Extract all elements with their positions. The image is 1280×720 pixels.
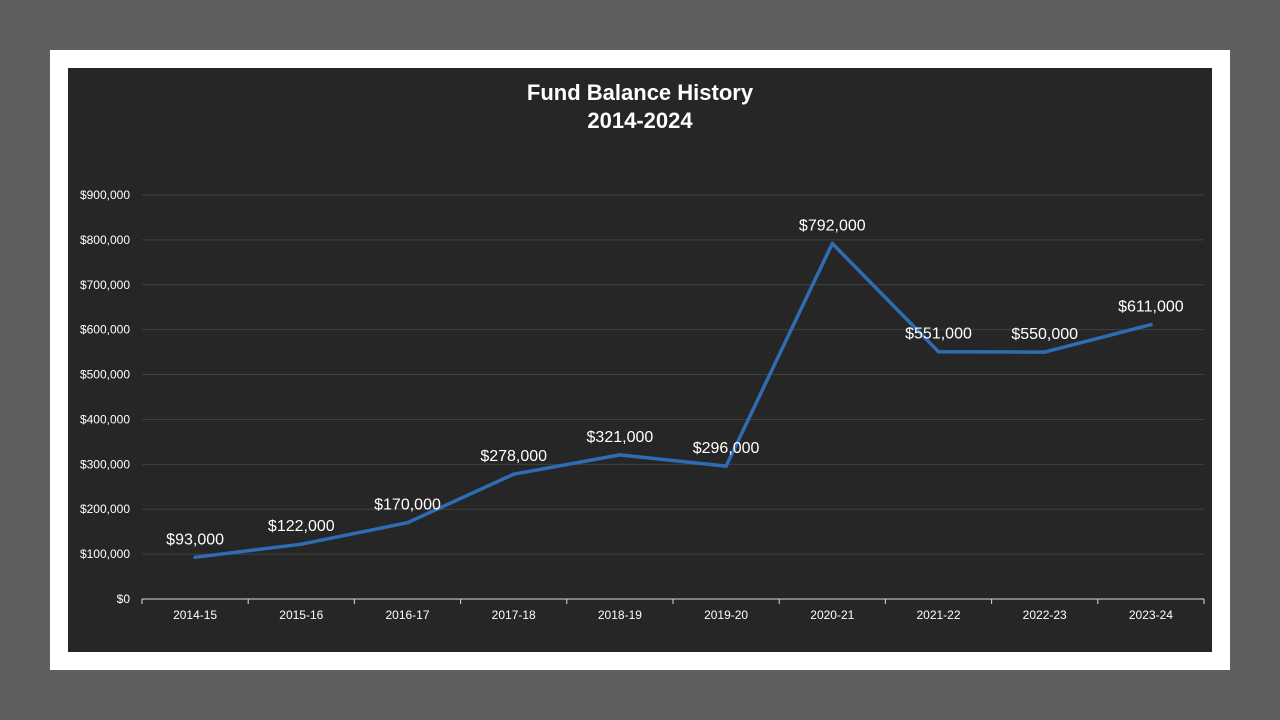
data-label: $278,000	[480, 448, 547, 465]
data-point	[1149, 322, 1153, 327]
data-point	[299, 542, 304, 547]
y-tick-label: $800,000	[80, 233, 130, 247]
chart-frame: Fund Balance History 2014-2024 $0 $100,00…	[50, 50, 1230, 670]
series-layer	[193, 241, 1153, 560]
y-tick-label: $0	[117, 592, 131, 606]
chart-area: Fund Balance History 2014-2024 $0 $100,00…	[68, 68, 1212, 652]
x-tick-label: 2016-17	[385, 608, 429, 622]
data-label: $792,000	[799, 217, 866, 234]
x-tick-label: 2021-22	[916, 608, 960, 622]
data-label: $551,000	[905, 326, 972, 343]
x-tick-label: 2020-21	[810, 608, 854, 622]
x-axis	[141, 598, 1205, 604]
y-tick-label: $700,000	[80, 278, 130, 292]
y-axis-tick-labels: $0 $100,000 $200,000 $300,000 $400,000 $500,0…	[80, 188, 130, 606]
y-tick-label: $900,000	[80, 188, 130, 202]
data-label: $321,000	[587, 429, 654, 446]
x-tick-label: 2017-18	[492, 608, 536, 622]
y-tick-label: $600,000	[80, 323, 130, 337]
y-tick-label: $100,000	[80, 547, 130, 561]
line-chart: Fund Balance History 2014-2024 $0 $100,00…	[80, 80, 1205, 622]
x-tick-label: 2018-19	[598, 608, 642, 622]
y-tick-label: $500,000	[80, 368, 130, 382]
x-tick-label: 2022-23	[1023, 608, 1067, 622]
x-tick-label: 2023-24	[1129, 608, 1173, 622]
data-point	[1042, 350, 1047, 354]
x-axis-tick-labels: 2014-15 2015-16 2016-17 2017-18 2018-19 2019-…	[173, 608, 1173, 622]
data-point	[936, 349, 941, 354]
y-tick-label: $300,000	[80, 457, 130, 471]
chart-subtitle: 2014-2024	[587, 108, 693, 133]
data-point	[830, 241, 835, 246]
x-tick-label: 2014-15	[173, 608, 217, 622]
x-tick-label: 2015-16	[279, 608, 323, 622]
data-point	[618, 453, 622, 457]
data-point	[511, 472, 516, 477]
data-label: $170,000	[374, 497, 441, 514]
chart-title: Fund Balance History	[527, 80, 754, 105]
data-label: $122,000	[268, 518, 335, 535]
gridlines	[142, 194, 1204, 555]
data-label: $93,000	[166, 531, 224, 548]
data-labels: $93,000 $122,000 $170,000 $278,000 $321,000 $…	[166, 217, 1184, 548]
data-point	[405, 520, 410, 525]
series-line	[193, 241, 1153, 560]
x-tick-label: 2019-20	[704, 608, 748, 622]
data-label: $611,000	[1118, 299, 1184, 316]
data-label: $550,000	[1011, 326, 1078, 343]
data-point	[193, 555, 197, 560]
data-point	[724, 464, 728, 468]
data-label: $296,000	[693, 440, 760, 457]
y-tick-label: $200,000	[80, 502, 130, 516]
y-tick-label: $400,000	[80, 412, 130, 426]
